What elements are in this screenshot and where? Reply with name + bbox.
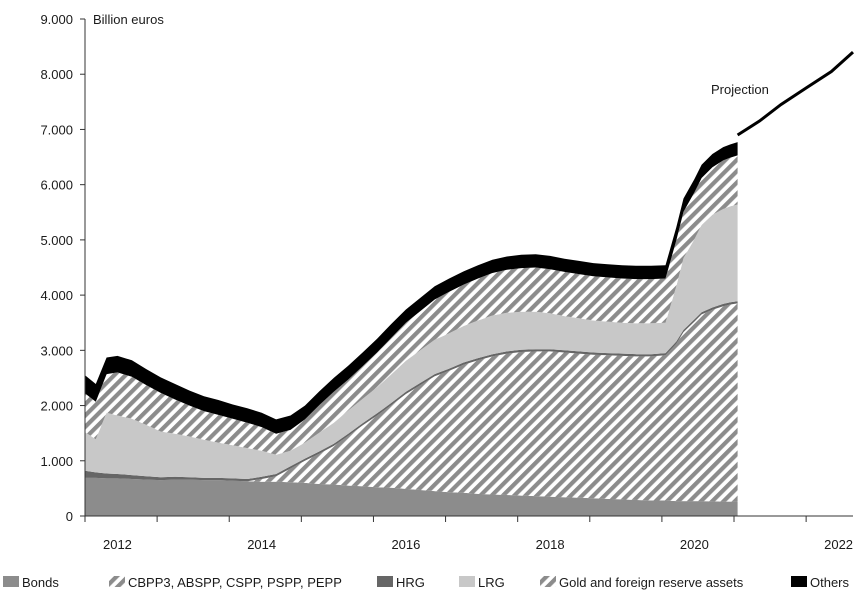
x-tick-label: 2016 <box>391 537 420 552</box>
legend-label: Bonds <box>22 575 59 590</box>
x-tick-label: 2014 <box>247 537 276 552</box>
legend-swatch <box>540 576 556 587</box>
projection-layer <box>736 50 854 137</box>
legend-item-gold-and-foreign-reserve-assets: Gold and foreign reserve assets <box>540 575 744 590</box>
legend-item-lrg: LRG <box>459 575 505 590</box>
x-tick-label: 2022 <box>824 537 853 552</box>
legend-swatch <box>3 576 19 587</box>
legend-swatch <box>791 576 807 587</box>
area-gold-and-foreign-reserve-assets <box>85 155 738 455</box>
legend-swatch <box>109 576 125 587</box>
legend-label: CBPP3, ABSPP, CSPP, PSPP, PEPP <box>128 575 342 590</box>
y-tick-label: 7.000 <box>40 122 73 137</box>
legend-item-hrg: HRG <box>377 575 425 590</box>
y-tick-label: 0 <box>66 509 73 524</box>
y-tick-label: 6.000 <box>40 178 73 193</box>
legend-item-cbpp3-abspp-cspp-pspp-pepp: CBPP3, ABSPP, CSPP, PSPP, PEPP <box>109 575 342 590</box>
plot-areas <box>85 142 738 516</box>
x-tick-label: 2020 <box>680 537 709 552</box>
legend-item-others: Others <box>791 575 850 590</box>
y-tick-label: 3.000 <box>40 343 73 358</box>
legend: Bonds CBPP3, ABSPP, CSPP, PSPP, PEPP HRG LR… <box>3 575 850 590</box>
x-tick-label: 2018 <box>536 537 565 552</box>
y-tick-label: 2.000 <box>40 399 73 414</box>
area-bonds <box>85 477 738 516</box>
area-cbpp3-abspp-cspp-pspp-pepp <box>85 303 738 502</box>
y-tick-label: 1.000 <box>40 454 73 469</box>
y-tick-label: 9.000 <box>40 12 73 27</box>
y-tick-label: 4.000 <box>40 288 73 303</box>
unit-label: Billion euros <box>93 12 164 27</box>
y-ticks: 0 1.000 2.000 3.000 4.000 5.000 6.000 7.000 8.00… <box>40 12 85 524</box>
y-tick-label: 8.000 <box>40 67 73 82</box>
x-tick-label: 2012 <box>103 537 132 552</box>
projection-label: Projection <box>711 82 769 97</box>
projection-line <box>736 50 854 137</box>
legend-label: Others <box>810 575 850 590</box>
y-tick-label: 5.000 <box>40 233 73 248</box>
axes-layer <box>84 19 853 517</box>
legend-label: Gold and foreign reserve assets <box>559 575 744 590</box>
legend-label: HRG <box>396 575 425 590</box>
legend-item-bonds: Bonds <box>3 575 59 590</box>
legend-label: LRG <box>478 575 505 590</box>
area-lrg <box>85 204 738 479</box>
legend-swatch <box>459 576 475 587</box>
x-ticks: 2012 2014 2016 2018 2020 2022 <box>84 516 853 552</box>
legend-swatch <box>377 576 393 587</box>
